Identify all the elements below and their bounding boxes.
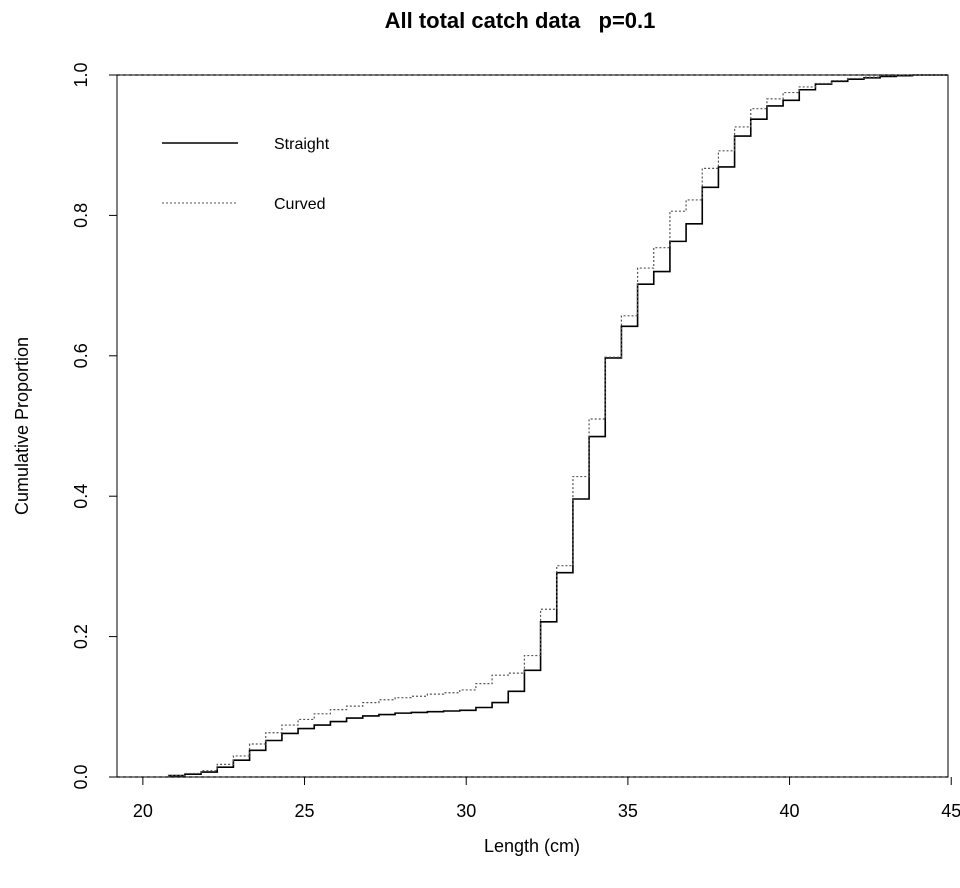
y-axis: 0.0 0.2 0.4 0.6 0.8 1.0: [71, 62, 117, 790]
series-line-straight: [167, 74, 948, 777]
y-tick-label: 0.0: [71, 764, 91, 789]
chart-title: All total catch data p=0.1: [385, 8, 656, 33]
legend-straight-label: Straight: [274, 136, 330, 153]
x-axis: 20 25 30 35 40 45: [133, 777, 960, 821]
x-tick-label: 45: [941, 801, 960, 821]
legend: Straight Curved: [162, 136, 330, 213]
series-group: [167, 74, 948, 777]
y-tick-label: 0.2: [71, 624, 91, 649]
x-tick-label: 25: [295, 801, 315, 821]
x-tick-label: 20: [133, 801, 153, 821]
y-tick-label: 0.4: [71, 484, 91, 509]
x-tick-label: 40: [780, 801, 800, 821]
y-axis-label: Cumulative Proportion: [12, 337, 32, 515]
x-tick-label: 30: [456, 801, 476, 821]
y-tick-label: 1.0: [71, 62, 91, 87]
y-tick-label: 0.6: [71, 343, 91, 368]
reference-lines: [117, 74, 948, 778]
series-line-curved: [168, 74, 948, 777]
legend-curved-label: Curved: [274, 196, 326, 213]
plot-frame: [116, 74, 949, 778]
x-axis-label: Length (cm): [484, 836, 580, 856]
y-tick-label: 0.8: [71, 203, 91, 228]
x-tick-label: 35: [618, 801, 638, 821]
